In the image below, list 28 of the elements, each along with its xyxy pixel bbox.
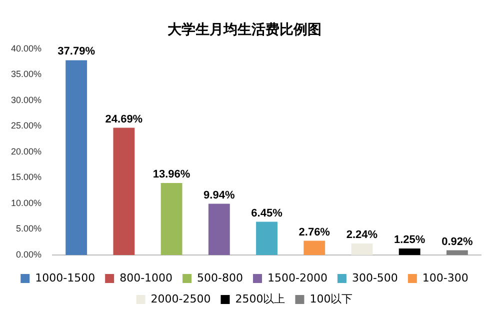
chart-title: 大学生月均生活费比例图: [168, 22, 322, 38]
legend-label: 100以下: [310, 292, 353, 306]
data-label: 9.94%: [204, 189, 235, 202]
data-label: 2.76%: [298, 226, 330, 238]
y-tick-label: 25.00%: [10, 120, 42, 131]
legend-label: 100-300: [422, 271, 468, 284]
y-tick-label: 35.00%: [10, 69, 42, 80]
y-tick-label: 40.00%: [10, 43, 42, 54]
data-label: 24.69%: [105, 113, 143, 126]
y-tick-label: 0.00%: [16, 249, 42, 260]
y-tick-label: 30.00%: [10, 94, 42, 105]
legend-label: 500-800: [197, 271, 244, 284]
legend-label: 300-500: [352, 271, 398, 284]
y-tick-label: 10.00%: [10, 198, 42, 208]
legend-label: 800-1000: [120, 271, 173, 284]
y-tick-label: 20.00%: [10, 146, 42, 156]
legend-label: 1000-1500: [35, 271, 96, 284]
data-label: 6.45%: [251, 207, 283, 220]
data-label: 2.24%: [346, 228, 378, 241]
y-tick-label: 15.00%: [10, 172, 42, 182]
data-label: 0.92%: [442, 236, 474, 248]
legend-label: 2500以上: [235, 292, 286, 306]
data-label: 13.96%: [152, 168, 190, 181]
legend-label: 1500-2000: [268, 271, 328, 284]
legend-label: 2000-2500: [150, 292, 211, 306]
data-label: 37.79%: [58, 46, 96, 58]
data-label: 1.25%: [394, 234, 426, 246]
y-tick-label: 5.00%: [16, 224, 42, 234]
